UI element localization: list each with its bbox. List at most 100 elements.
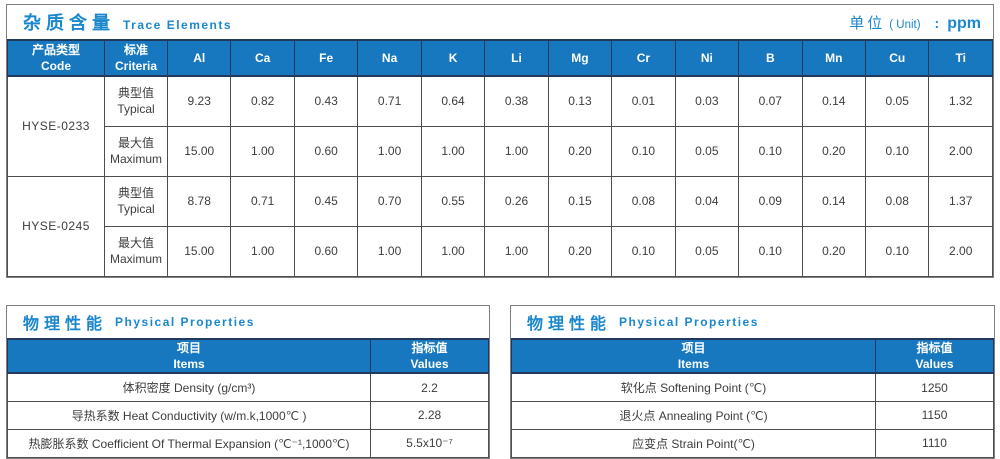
col-header-criteria-zh: 标准 (123, 42, 148, 57)
physical-right-header-row: 项目 Items 指标值 Values (511, 337, 994, 375)
unit-paren: ( Unit) (889, 18, 921, 31)
physical-right-title-zh: 物理性能 (527, 316, 612, 333)
element-value-cell: 1.00 (357, 125, 422, 177)
col-header-code: 产品类型 Code (7, 39, 105, 77)
col-header-element: B (738, 39, 803, 77)
element-value-cell: 1.00 (230, 125, 295, 177)
physical-left-table: 项目 Items 指标值 Values 体积密度 Density (g/cm³)… (7, 337, 489, 458)
physical-left-titlebar: 物理性能 Physical Properties (7, 306, 489, 338)
physical-right-table: 项目 Items 指标值 Values 软化点 Softening Point … (511, 337, 994, 458)
physical-right-title-en: Physical Properties (619, 315, 759, 329)
property-value-cell: 1150 (875, 400, 994, 430)
col-header-element: Al (166, 39, 232, 77)
element-value-cell: 0.10 (738, 225, 803, 277)
physical-properties-left-section: 物理性能 Physical Properties 项目 Items 指标值 Va… (6, 305, 490, 459)
table-row: HYSE-0245 典型值 Typical 8.78 0.71 0.45 0.7… (7, 175, 993, 277)
col-header-element: K (420, 39, 486, 77)
element-value-cell: 0.20 (801, 125, 866, 177)
element-value-cell: 2.00 (928, 125, 993, 177)
col-header-values-zh: 指标值 (411, 341, 448, 355)
element-value-cell: 0.05 (674, 125, 740, 177)
trace-elements-section: 杂质含量 Trace Elements 单位 ( Unit) : ppm 产品类… (6, 4, 994, 278)
col-header-element: Cr (611, 39, 676, 77)
property-value-cell: 1250 (875, 372, 994, 402)
col-header-items: 项目 Items (7, 337, 371, 375)
property-value-cell: 1110 (875, 428, 994, 458)
element-value-cell: 0.15 (547, 175, 613, 227)
criteria-cell: 典型值 Typical (104, 75, 168, 127)
element-value-cell: 0.13 (547, 75, 613, 127)
element-value-cell: 0.60 (293, 125, 359, 177)
element-value-cell: 0.20 (547, 125, 613, 177)
physical-properties-right-section: 物理性能 Physical Properties 项目 Items 指标值 Va… (510, 305, 995, 459)
element-value-cell: 0.09 (738, 175, 803, 227)
element-value-cell: 0.55 (420, 175, 486, 227)
unit-zh: 单位 (849, 14, 886, 32)
criteria-cell: 典型值 Typical (104, 175, 168, 227)
col-header-code-en: Code (41, 59, 71, 73)
table-row: 最大值 Maximum 15.00 1.00 0.60 1.00 1.00 1.… (8, 225, 993, 277)
element-value-cell: 0.14 (801, 75, 866, 127)
col-header-element: Cu (864, 39, 930, 77)
property-value-cell: 2.2 (370, 372, 489, 402)
physical-left-header-row: 项目 Items 指标值 Values (7, 337, 489, 375)
col-header-criteria: 标准 Criteria (104, 39, 168, 77)
element-value-cell: 0.05 (864, 75, 930, 127)
table-row: 应变点 Strain Point(℃) 1110 (511, 428, 994, 458)
element-value-cell: 0.05 (674, 225, 740, 277)
element-value-cell: 1.32 (928, 75, 993, 127)
unit-colon: : (934, 14, 940, 31)
element-value-cell: 1.00 (484, 125, 549, 177)
element-value-cell: 0.10 (611, 125, 676, 177)
element-value-cell: 1.00 (420, 225, 486, 277)
col-header-items-zh: 项目 (681, 341, 706, 355)
criteria-cell: 最大值 Maximum (104, 225, 168, 277)
element-value-cell: 0.26 (484, 175, 549, 227)
element-value-cell: 1.00 (230, 225, 295, 277)
criteria-cell: 最大值 Maximum (104, 125, 168, 177)
col-header-element: Li (484, 39, 549, 77)
element-value-cell: 9.23 (166, 75, 232, 127)
element-value-cell: 1.37 (928, 175, 993, 227)
col-header-element: Ni (674, 39, 740, 77)
element-value-cell: 0.03 (674, 75, 740, 127)
element-value-cell: 2.00 (928, 225, 993, 277)
col-header-items: 项目 Items (511, 337, 876, 375)
table-row: 热膨胀系数 Coefficient Of Thermal Expansion (… (7, 428, 489, 458)
property-item-cell: 热膨胀系数 Coefficient Of Thermal Expansion (… (7, 428, 371, 458)
col-header-values-en: Values (410, 357, 449, 372)
unit-label: 单位 ( Unit) : ppm (849, 12, 981, 33)
col-header-element: Fe (293, 39, 359, 77)
product-code-cell: HYSE-0233 (7, 75, 105, 177)
criteria-en: Typical (117, 102, 155, 117)
table-row: 软化点 Softening Point (℃) 1250 (511, 372, 994, 402)
element-value-cell: 0.04 (674, 175, 740, 227)
col-header-items-en: Items (173, 357, 205, 372)
element-value-cell: 0.45 (293, 175, 359, 227)
col-header-element: Na (357, 39, 422, 77)
element-value-cell: 8.78 (166, 175, 232, 227)
element-value-cell: 0.20 (801, 225, 866, 277)
element-value-cell: 0.38 (484, 75, 549, 127)
col-header-values-en: Values (915, 357, 954, 372)
element-value-cell: 0.07 (738, 75, 803, 127)
element-value-cell: 0.08 (864, 175, 930, 227)
criteria-en: Maximum (109, 252, 162, 266)
property-item-cell: 退火点 Annealing Point (℃) (511, 400, 876, 430)
col-header-element: Ti (928, 39, 993, 77)
property-item-cell: 软化点 Softening Point (℃) (511, 372, 876, 402)
element-value-cell: 0.71 (230, 175, 295, 227)
physical-left-title-en: Physical Properties (115, 315, 255, 329)
property-item-cell: 应变点 Strain Point(℃) (511, 428, 876, 458)
criteria-zh: 最大值 (117, 235, 154, 250)
criteria-zh: 典型值 (117, 86, 154, 101)
trace-elements-title: 杂质含量 Trace Elements (23, 9, 232, 35)
element-value-cell: 0.82 (230, 75, 295, 127)
element-value-cell: 15.00 (166, 225, 232, 277)
element-value-cell: 0.08 (611, 175, 676, 227)
trace-title-zh: 杂质含量 (23, 13, 115, 33)
col-header-values: 指标值 Values (370, 337, 489, 375)
element-value-cell: 0.10 (738, 125, 803, 177)
element-value-cell: 15.00 (166, 125, 232, 177)
table-row: HYSE-0233 典型值 Typical 9.23 0.82 0.43 0.7… (7, 75, 993, 177)
